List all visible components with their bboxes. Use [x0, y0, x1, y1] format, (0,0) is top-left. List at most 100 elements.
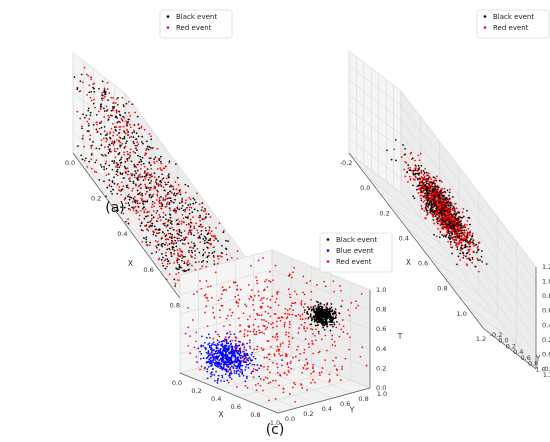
- data-point: [165, 198, 167, 200]
- data-point: [101, 80, 104, 83]
- data-point: [135, 212, 138, 215]
- data-point: [427, 172, 430, 175]
- data-point: [211, 351, 213, 354]
- data-point: [117, 183, 119, 185]
- data-point: [136, 178, 139, 181]
- data-point: [304, 364, 306, 366]
- data-point: [142, 203, 145, 206]
- data-point: [447, 210, 450, 213]
- data-point: [140, 141, 143, 143]
- data-point: [294, 383, 296, 386]
- data-point: [215, 361, 217, 363]
- grid-line-z: [72, 52, 126, 94]
- data-point: [230, 359, 233, 362]
- data-point: [113, 162, 115, 164]
- data-point: [425, 190, 428, 192]
- data-point: [203, 235, 206, 238]
- data-point: [169, 236, 171, 238]
- data-point: [232, 350, 235, 353]
- z-axis-label: T: [397, 332, 403, 341]
- data-point: [202, 218, 205, 221]
- data-point: [423, 195, 426, 198]
- data-point: [475, 243, 478, 246]
- data-point: [422, 195, 425, 198]
- x-tick-label: 0.2: [379, 209, 389, 217]
- data-point: [150, 164, 152, 167]
- data-point: [170, 242, 173, 244]
- data-point: [117, 96, 119, 99]
- legend-label: Blue event: [336, 247, 374, 255]
- data-point: [190, 229, 193, 232]
- data-point: [234, 362, 236, 364]
- data-point: [128, 196, 131, 198]
- data-point: [117, 120, 120, 123]
- data-point: [447, 229, 450, 232]
- data-point: [311, 328, 314, 331]
- x-tick-label: 0.4: [399, 234, 409, 242]
- data-point: [242, 359, 244, 362]
- data-point: [185, 223, 188, 226]
- y-tick-label: 0.6: [340, 400, 350, 408]
- data-point: [465, 252, 468, 255]
- data-point: [315, 310, 318, 313]
- data-point: [454, 224, 457, 227]
- data-point: [187, 185, 190, 188]
- x-tick-label: 0.2: [191, 387, 201, 395]
- data-point: [203, 367, 206, 370]
- data-point: [448, 191, 451, 194]
- data-point: [180, 220, 183, 223]
- data-point: [171, 239, 173, 242]
- data-point: [336, 321, 338, 323]
- data-point: [151, 224, 154, 227]
- data-point: [255, 389, 258, 392]
- data-point: [181, 251, 184, 253]
- data-point: [256, 279, 258, 282]
- data-point: [135, 147, 137, 150]
- data-point: [454, 214, 457, 217]
- data-point: [111, 122, 114, 125]
- data-point: [151, 175, 153, 178]
- data-point: [166, 262, 169, 265]
- data-point: [217, 349, 220, 352]
- data-point: [466, 240, 469, 242]
- data-point: [150, 219, 153, 222]
- data-point: [119, 173, 122, 175]
- data-point: [331, 323, 333, 326]
- data-point: [288, 331, 290, 334]
- data-point: [144, 178, 147, 180]
- data-point: [150, 196, 153, 199]
- data-point: [123, 165, 126, 168]
- data-point: [160, 181, 163, 184]
- data-point: [107, 152, 110, 154]
- data-point: [285, 354, 288, 356]
- data-point: [449, 240, 452, 243]
- data-point: [453, 230, 456, 233]
- data-point: [156, 189, 158, 192]
- data-point: [247, 363, 250, 366]
- data-point: [138, 218, 141, 221]
- data-point: [217, 351, 219, 354]
- data-point: [228, 352, 231, 354]
- data-point: [471, 261, 474, 264]
- data-point: [237, 369, 240, 372]
- data-point: [314, 381, 316, 384]
- data-point: [87, 124, 90, 127]
- z-tick-label: 0.2: [376, 364, 386, 372]
- data-point: [215, 345, 218, 347]
- data-point: [106, 186, 109, 189]
- data-point: [114, 116, 117, 119]
- data-point: [332, 280, 335, 283]
- data-point: [164, 195, 167, 198]
- data-point: [416, 170, 419, 172]
- data-point: [170, 192, 173, 194]
- data-point: [161, 204, 164, 207]
- data-point: [82, 134, 84, 137]
- data-point: [269, 299, 272, 301]
- data-point: [461, 211, 464, 214]
- data-point: [237, 345, 240, 347]
- data-point: [187, 231, 190, 234]
- data-point: [151, 222, 154, 225]
- data-point: [456, 217, 459, 220]
- chart-panel-2: -0.20.00.20.40.60.81.01.2 -0.20.00.20.40.…: [340, 9, 550, 379]
- data-point: [418, 182, 421, 185]
